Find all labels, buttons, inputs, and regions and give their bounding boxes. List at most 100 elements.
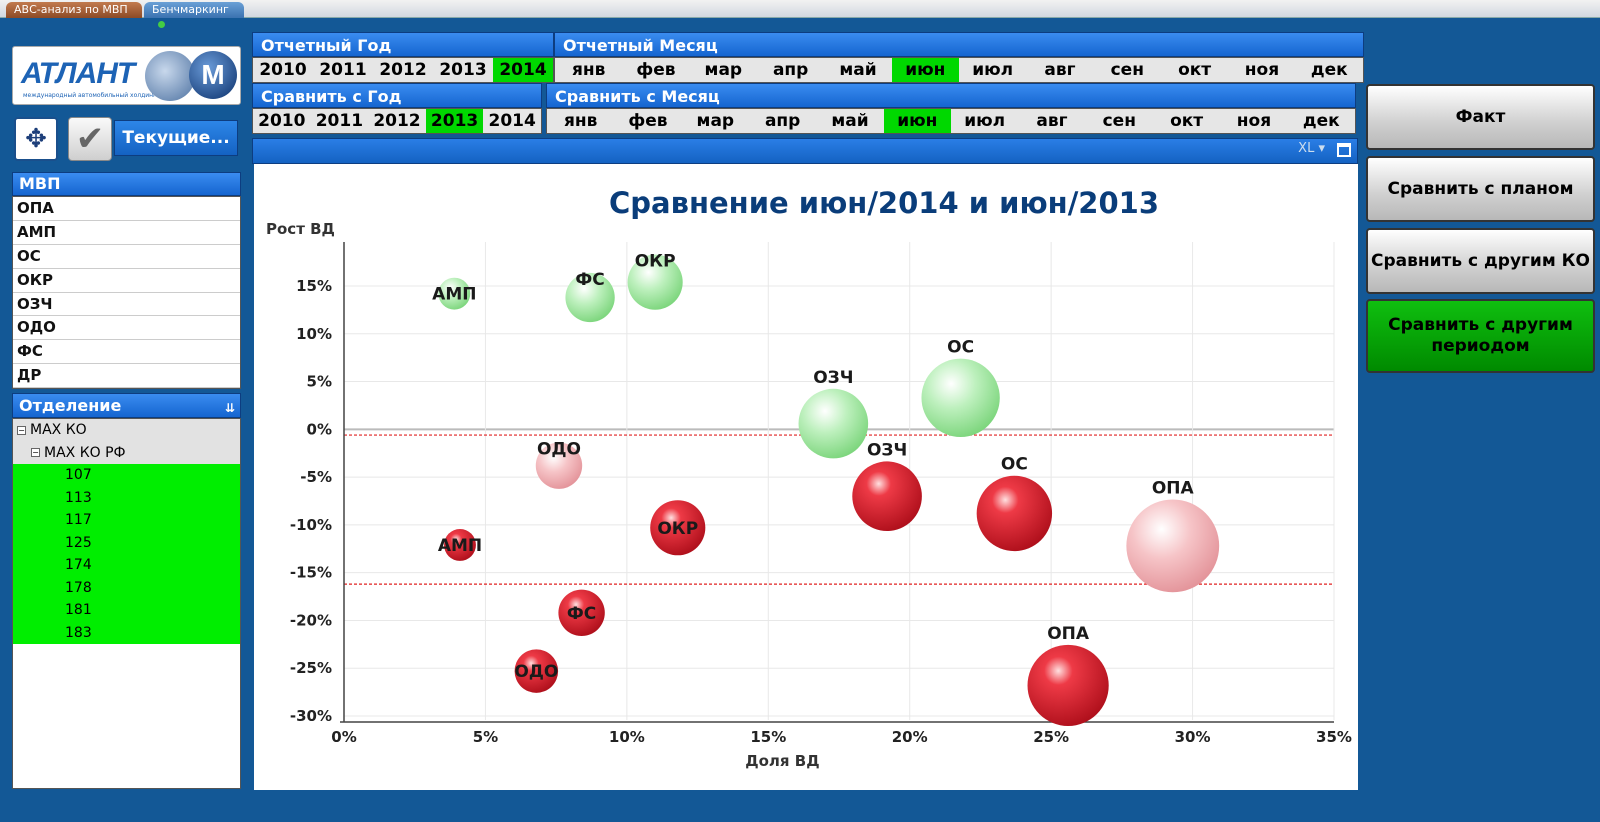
compare-ko-button[interactable]: Сравнить с другим КО (1366, 228, 1595, 294)
tree-leaf[interactable]: 181 (13, 599, 240, 622)
bubble-point[interactable] (438, 277, 471, 310)
tree-leaf[interactable]: 183 (13, 621, 240, 644)
cmp-month-option[interactable]: июл (964, 111, 1006, 131)
month-option[interactable]: окт (1178, 60, 1212, 80)
month-option[interactable]: апр (772, 60, 809, 80)
year-option[interactable]: 2014 (493, 58, 553, 82)
bubble-point[interactable] (514, 649, 559, 693)
year-option[interactable]: 2010 (259, 60, 307, 80)
month-option[interactable]: май (839, 60, 877, 80)
cmp-month-option[interactable]: сен (1102, 111, 1136, 131)
tree-leaf[interactable]: 125 (13, 531, 240, 554)
list-item[interactable]: ОПА (13, 197, 240, 221)
y-tick-label: -15% (290, 564, 332, 582)
cmp-year-option[interactable]: 2011 (315, 111, 364, 131)
tree-label: МАХ КО (30, 422, 87, 438)
tree-leaf[interactable]: 117 (13, 509, 240, 532)
compare-period-button[interactable]: Сравнить с другим периодом (1366, 299, 1595, 373)
month-option[interactable]: июл (972, 60, 1014, 80)
x-axis-label: Доля ВД (745, 752, 819, 770)
month-option[interactable]: мар (704, 60, 743, 80)
year-option[interactable]: 2013 (439, 60, 487, 80)
list-item[interactable]: АМП (13, 221, 240, 245)
bubble-point[interactable] (798, 388, 869, 459)
tree-leaf[interactable]: 174 (13, 554, 240, 577)
bubble-label: ОКР (635, 252, 676, 272)
tab-benchmarking[interactable]: Бенчмаркинг (144, 2, 244, 28)
tree-leaf[interactable]: 178 (13, 576, 240, 599)
list-item[interactable]: ОКР (13, 269, 240, 293)
bubble-point[interactable] (650, 500, 706, 556)
logo-mark-icon: М (189, 51, 237, 99)
bubble-point[interactable] (852, 461, 922, 532)
chart-plot: 15% 10% 5% 0% -5% -10% -15% -20% -25% -30% 0% 5% 10%… (266, 220, 1352, 770)
tree-node-child[interactable]: − МАХ КО РФ (13, 441, 240, 464)
cmp-month-option[interactable]: ноя (1236, 111, 1272, 131)
bubble-point[interactable] (921, 358, 1000, 437)
bubble-point[interactable] (1027, 644, 1109, 727)
month-option[interactable]: сен (1110, 60, 1144, 80)
filter-dropdown-icon[interactable]: ⇊ (224, 401, 235, 415)
list-item[interactable]: ОЗЧ (13, 293, 240, 317)
active-dot-icon (158, 21, 165, 28)
list-item[interactable]: ДР (13, 364, 240, 389)
cmp-year-option[interactable]: 2013 (425, 109, 484, 133)
bubble-point[interactable] (558, 589, 605, 636)
bubble-label: ФС (567, 604, 596, 624)
list-item[interactable]: ФС (13, 340, 240, 365)
bubble-point[interactable] (565, 272, 615, 323)
cmp-month-option[interactable]: окт (1170, 111, 1204, 131)
tab-abc-analysis[interactable]: АВС-анализ по МВП (6, 2, 142, 18)
tree-leaf[interactable]: 107 (13, 464, 240, 487)
cmp-month-option[interactable]: дек (1302, 111, 1340, 131)
bubble-point[interactable] (627, 254, 683, 310)
bubble-label: ОС (1001, 455, 1028, 475)
y-tick-label: -25% (290, 659, 332, 677)
cmp-month-option[interactable]: авг (1036, 111, 1068, 131)
cmp-month-option[interactable]: май (831, 111, 869, 131)
bubble-point[interactable] (444, 529, 476, 561)
bubble-point[interactable] (535, 442, 583, 489)
bubble-point[interactable] (1126, 499, 1220, 593)
collapse-icon[interactable]: − (17, 425, 26, 435)
compare-plan-button[interactable]: Сравнить с планом (1366, 156, 1595, 222)
compare-year-selector: 2010 2011 2012 2013 2014 (252, 108, 542, 134)
list-item[interactable]: ОС (13, 245, 240, 269)
x-tick-label: 35% (1316, 728, 1352, 746)
x-tick-label: 15% (750, 728, 786, 746)
export-excel-menu[interactable]: XL ▾ (1298, 141, 1325, 156)
bubble-label: ОЗЧ (867, 440, 907, 460)
cmp-month-option[interactable]: апр (764, 111, 801, 131)
month-option[interactable]: фев (636, 60, 676, 80)
month-option[interactable]: дек (1310, 60, 1348, 80)
tree-node-root[interactable]: − МАХ КО (13, 419, 240, 442)
cmp-year-option[interactable]: 2014 (488, 111, 536, 131)
fullscreen-button[interactable]: ✥ (14, 117, 58, 161)
month-option[interactable]: ноя (1244, 60, 1280, 80)
year-option[interactable]: 2012 (379, 60, 427, 80)
apply-check-button[interactable]: ✔ (68, 117, 112, 161)
cmp-year-option[interactable]: 2010 (258, 111, 306, 131)
current-selections-button[interactable]: Текущие... (114, 120, 238, 156)
bubble-label: ОПА (1152, 479, 1195, 499)
cmp-month-option[interactable]: мар (696, 111, 735, 131)
collapse-icon[interactable]: − (31, 448, 40, 457)
maximize-icon[interactable] (1337, 143, 1351, 157)
bubble-point[interactable] (976, 475, 1053, 552)
fact-button[interactable]: Факт (1366, 84, 1595, 150)
cmp-month-option[interactable]: янв (563, 111, 598, 131)
cmp-month-option[interactable]: фев (628, 111, 668, 131)
report-month-header: Отчетный Месяц (554, 32, 1364, 57)
month-option[interactable]: янв (571, 60, 606, 80)
cmp-month-option[interactable]: июн (883, 109, 951, 133)
y-tick-label: 10% (296, 325, 332, 343)
y-tick-label: -10% (290, 516, 332, 534)
tree-leaf[interactable]: 113 (13, 486, 240, 509)
department-header: Отделение ⇊ (12, 393, 241, 418)
list-item[interactable]: ОДО (13, 316, 240, 341)
year-option[interactable]: 2011 (319, 60, 367, 80)
tab-label: АВС-анализ по МВП (14, 3, 128, 16)
month-option[interactable]: июн (891, 58, 959, 82)
cmp-year-option[interactable]: 2012 (373, 111, 421, 131)
month-option[interactable]: авг (1044, 60, 1076, 80)
